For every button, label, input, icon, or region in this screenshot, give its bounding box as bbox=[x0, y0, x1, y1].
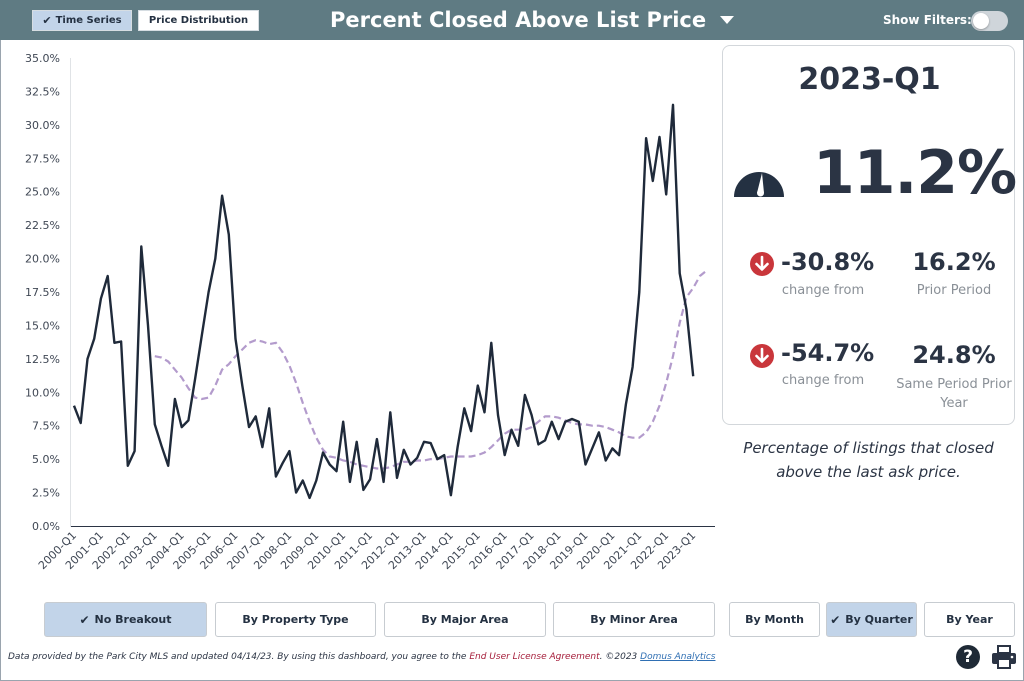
chevron-down-icon bbox=[720, 16, 735, 24]
description-line: above the last ask price. bbox=[776, 463, 961, 481]
check-icon: ✔ bbox=[42, 14, 52, 27]
same-period-prior-year-caption: Same Period Prior Year bbox=[891, 375, 1017, 413]
y-tick-label: 10.0% bbox=[25, 386, 60, 399]
header-bar: ✔ Time Series Price Distribution Percent… bbox=[0, 0, 1024, 40]
by-property-type-button[interactable]: By Property Type bbox=[215, 602, 376, 637]
tab-time-series[interactable]: ✔ Time Series bbox=[32, 10, 132, 31]
toggle-knob bbox=[973, 13, 989, 29]
prior-period-caption: Prior Period bbox=[916, 283, 992, 298]
description-line: Percentage of listings that closed bbox=[743, 439, 994, 457]
y-tick-label: 12.5% bbox=[25, 353, 60, 366]
by-major-area-button[interactable]: By Major Area bbox=[384, 602, 546, 637]
button-label: By Property Type bbox=[242, 613, 349, 626]
y-tick-label: 5.0% bbox=[32, 453, 60, 466]
change-prior-value: -30.8% bbox=[781, 248, 875, 276]
down-arrow-icon bbox=[750, 344, 774, 368]
current-period: 2023-Q1 bbox=[798, 62, 941, 97]
y-tick-label: 15.0% bbox=[25, 319, 60, 332]
by-minor-area-button[interactable]: By Minor Area bbox=[553, 602, 715, 637]
by-month-button[interactable]: By Month bbox=[729, 602, 820, 637]
no-breakout-button[interactable]: ✔ No Breakout bbox=[44, 602, 207, 637]
y-tick-label: 27.5% bbox=[25, 152, 60, 165]
y-tick-label: 25.0% bbox=[25, 186, 60, 199]
main-series-line bbox=[72, 103, 695, 500]
prior-period-value: 16.2% bbox=[912, 248, 996, 276]
by-quarter-button[interactable]: ✔ By Quarter bbox=[826, 602, 917, 637]
help-icon[interactable]: ? bbox=[956, 645, 980, 669]
button-label: By Quarter bbox=[845, 613, 913, 626]
button-label: No Breakout bbox=[94, 613, 172, 626]
change-year-caption: change from bbox=[781, 373, 865, 388]
tab-price-distribution[interactable]: Price Distribution bbox=[138, 10, 259, 31]
y-tick-label: 32.5% bbox=[25, 85, 60, 98]
footer-text: Data provided by the Park City MLS and u… bbox=[8, 652, 470, 662]
tab-label: Price Distribution bbox=[148, 15, 249, 26]
stats-card: 2023-Q1 11.2% -30.8% change from 16.2% P… bbox=[722, 45, 1017, 425]
change-prior-caption: change from bbox=[781, 283, 865, 298]
printer-icon[interactable] bbox=[991, 645, 1017, 669]
y-tick-label: 35.0% bbox=[25, 52, 60, 65]
change-year-value: -54.7% bbox=[781, 339, 875, 367]
button-label: By Major Area bbox=[421, 613, 509, 626]
check-icon: ✔ bbox=[79, 612, 90, 627]
y-tick-label: 17.5% bbox=[25, 286, 60, 299]
eula-link[interactable]: End User License Agreement bbox=[469, 652, 600, 662]
y-tick-label: 0.0% bbox=[32, 520, 60, 533]
trend-series-line bbox=[154, 269, 708, 470]
button-label: By Year bbox=[946, 613, 993, 626]
y-tick-label: 22.5% bbox=[25, 219, 60, 232]
metric-selector[interactable]: Percent Closed Above List Price bbox=[330, 4, 735, 36]
y-tick-label: 2.5% bbox=[32, 487, 60, 500]
y-tick-label: 7.5% bbox=[32, 420, 60, 433]
page-title: Percent Closed Above List Price bbox=[330, 8, 707, 32]
tab-label: Time Series bbox=[55, 15, 122, 26]
show-filters-label: Show Filters: bbox=[883, 13, 972, 27]
caption-line: Same Period Prior bbox=[896, 377, 1012, 392]
button-label: By Minor Area bbox=[590, 613, 678, 626]
check-icon: ✔ bbox=[830, 612, 841, 627]
y-tick-label: 20.0% bbox=[25, 253, 60, 266]
y-tick-label: 30.0% bbox=[25, 119, 60, 132]
button-label: By Month bbox=[745, 613, 804, 626]
down-arrow-icon bbox=[750, 252, 774, 276]
time-series-chart: 0.0% 2.5% 5.0% 7.5% 10.0% 12.5% 15.0% 17.5% 20.0… bbox=[25, 52, 715, 572]
same-period-prior-year-value: 24.8% bbox=[912, 341, 996, 369]
footer-text: . ©2023 bbox=[599, 652, 641, 662]
gauge-icon bbox=[734, 172, 784, 197]
current-value: 11.2% bbox=[813, 138, 1017, 208]
by-year-button[interactable]: By Year bbox=[924, 602, 1015, 637]
metric-description: Percentage of listings that closed above… bbox=[722, 436, 1015, 484]
caption-line: Year bbox=[940, 396, 968, 411]
domus-analytics-link[interactable]: Domus Analytics bbox=[640, 652, 716, 662]
show-filters-toggle[interactable] bbox=[971, 11, 1008, 31]
footer-disclaimer: Data provided by the Park City MLS and u… bbox=[8, 652, 715, 662]
